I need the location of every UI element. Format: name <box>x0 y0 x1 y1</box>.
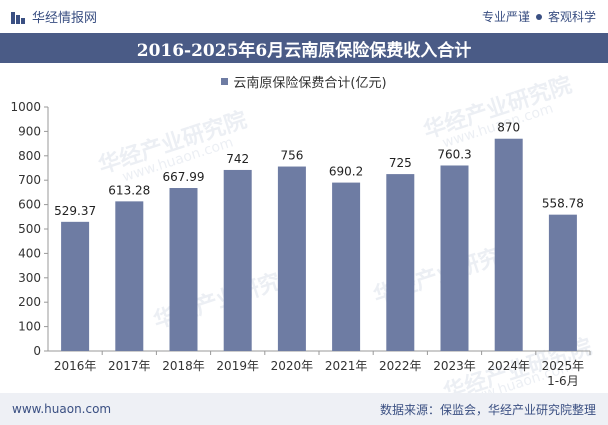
bar <box>494 138 523 351</box>
bullet-dot-icon <box>535 13 542 20</box>
y-tick-label: 0 <box>33 344 41 358</box>
data-label: 690.2 <box>329 165 363 179</box>
chart-title: 2016-2025年6月云南原保险保费收入合计 <box>0 33 608 63</box>
x-tick-label: 2025年 1-6月 <box>542 359 585 388</box>
legend-label: 云南原保险保费合计(亿元) <box>233 76 387 91</box>
bar <box>548 214 577 351</box>
x-tick-label: 2016年 <box>54 359 97 373</box>
y-tick-label: 400 <box>18 246 41 260</box>
y-tick-label: 200 <box>18 295 41 309</box>
y-tick-label: 600 <box>18 198 41 212</box>
data-label: 870 <box>497 121 520 135</box>
x-tick-label: 2019年 <box>216 359 259 373</box>
data-label: 558.78 <box>542 197 584 211</box>
motto-right: 客观科学 <box>547 10 596 24</box>
data-label: 760.3 <box>437 147 471 161</box>
x-tick-label: 2024年 <box>487 359 530 373</box>
y-tick-label: 900 <box>18 124 41 138</box>
footer-website[interactable]: www.huaon.com <box>12 402 112 416</box>
footer: www.huaon.com 数据来源：保监会，华经产业研究院整理 <box>0 393 608 425</box>
legend-swatch <box>221 78 229 85</box>
brand-name: 华经情报网 <box>32 11 98 26</box>
data-label: 756 <box>280 149 303 163</box>
bar <box>169 188 198 351</box>
data-label: 742 <box>226 152 249 166</box>
motto: 专业严谨 客观科学 <box>482 8 596 25</box>
x-tick-label: 2017年 <box>108 359 151 373</box>
bar <box>223 169 252 351</box>
bar <box>440 165 469 351</box>
motto-left: 专业严谨 <box>481 10 530 24</box>
bar <box>332 182 361 351</box>
bar <box>61 221 90 351</box>
brand[interactable]: 华经情报网 <box>10 7 97 26</box>
top-bar: 华经情报网 专业严谨 客观科学 <box>0 0 608 33</box>
y-tick-label: 500 <box>18 222 41 236</box>
data-label: 667.99 <box>163 170 205 184</box>
data-label: 725 <box>389 156 412 170</box>
y-tick-label: 700 <box>18 173 41 187</box>
y-tick-label: 300 <box>18 271 41 285</box>
x-tick-label: 2018年 <box>162 359 205 373</box>
bar-chart: 0 100 200 300 400 500 600 700 800 900 1000 529.37 20… <box>10 100 591 388</box>
data-label: 529.37 <box>54 204 96 218</box>
data-label: 613.28 <box>108 183 150 197</box>
chart-legend: 云南原保险保费合计(亿元) <box>0 72 608 91</box>
x-tick-label: 2020年 <box>271 359 314 373</box>
bar <box>277 166 306 351</box>
y-tick-label: 100 <box>18 320 41 334</box>
bar <box>386 174 415 351</box>
bar <box>115 201 144 351</box>
bar-chart-logo-icon <box>11 11 25 24</box>
y-tick-label: 1000 <box>10 100 41 114</box>
x-tick-label: 2022年 <box>379 359 422 373</box>
y-tick-label: 800 <box>18 149 41 163</box>
x-tick-label: 2023年 <box>433 359 476 373</box>
footer-source: 数据来源：保监会，华经产业研究院整理 <box>379 402 596 417</box>
x-tick-label: 2021年 <box>325 359 368 373</box>
